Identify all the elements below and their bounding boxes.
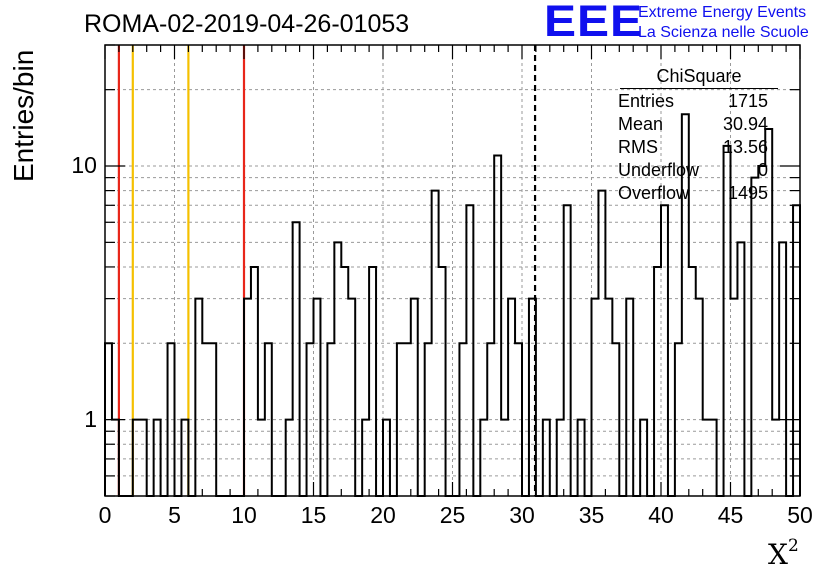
grid: [105, 45, 800, 496]
logo-subtitle-2: La Scienza nelle Scuole: [638, 24, 809, 41]
x-tick-label: 0: [98, 502, 112, 528]
x-axis-label: X2: [768, 536, 799, 571]
x-tick-label: 50: [787, 502, 813, 528]
stats-label: Overflow: [618, 183, 690, 203]
chart-title: ROMA-02-2019-04-26-01053: [84, 10, 410, 38]
stats-value: 13.56: [722, 137, 768, 157]
stats-label: Mean: [618, 114, 664, 134]
eee-logo: EEE: [544, 0, 644, 46]
x-tick-label: 35: [578, 502, 605, 528]
stats-row-mean: Mean 30.94: [612, 112, 778, 135]
stats-label: RMS: [618, 137, 658, 157]
stats-label: Entries: [618, 91, 675, 111]
plot-frame-bg: [105, 45, 800, 496]
x-tick-label: 10: [231, 502, 257, 528]
logo-subtitle-1: Extreme Energy Events: [638, 4, 807, 21]
x-tick-label: 45: [717, 502, 744, 528]
stats-row-entries: Entries 1715: [612, 89, 778, 112]
x-tick-label: 5: [168, 502, 181, 528]
y-tick-label: 1: [84, 405, 97, 432]
x-axis-label-superscript: 2: [787, 536, 799, 556]
stats-value: 1495: [727, 183, 768, 203]
stats-value: 1715: [727, 91, 768, 111]
x-axis-label-base: X: [768, 538, 788, 571]
stats-row-rms: RMS 13.56: [612, 135, 778, 158]
stats-row-overflow: Overflow 1495: [612, 181, 778, 204]
stats-value: 30.94: [722, 114, 768, 134]
y-tick-label: 10: [71, 152, 97, 178]
x-tick-label: 40: [648, 502, 674, 528]
x-tick-label: 25: [439, 502, 466, 528]
x-tick-label: 30: [509, 502, 535, 528]
stats-box-title: ChiSquare: [620, 66, 778, 89]
y-axis-label: Entries/bin: [8, 49, 39, 182]
x-tick-label: 20: [370, 502, 396, 528]
stats-label: Underflow: [618, 160, 700, 180]
stats-row-underflow: Underflow 0: [612, 158, 778, 181]
x-tick-label: 15: [300, 502, 327, 528]
stats-value: 0: [757, 160, 768, 180]
plot-frame: [104, 44, 801, 497]
stats-box: ChiSquare Entries 1715 Mean 30.94 RMS 13.56…: [612, 66, 778, 204]
